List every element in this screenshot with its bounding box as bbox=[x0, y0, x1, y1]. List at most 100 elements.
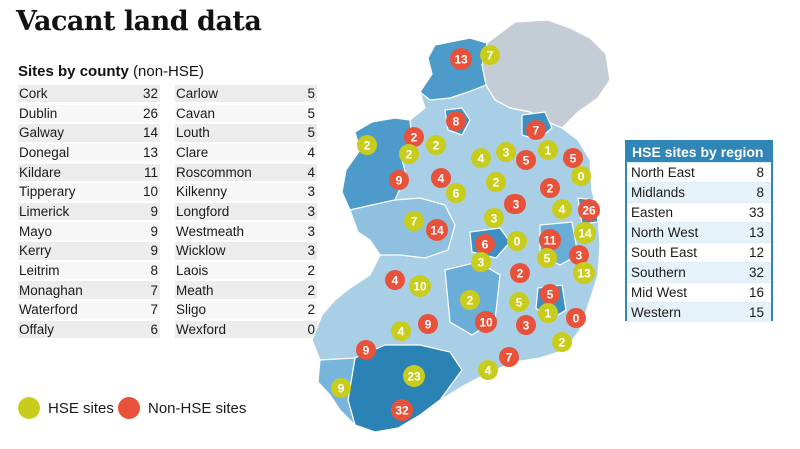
hse-region-row: Easten 33 bbox=[627, 202, 771, 222]
non-hse-site-marker: 32 bbox=[391, 399, 413, 421]
table-row: Offaly 6 bbox=[18, 320, 160, 339]
hse-region-row: Western 15 bbox=[627, 302, 771, 322]
marker-count: 5 bbox=[570, 152, 577, 166]
legend-non-hse: Non-HSE sites bbox=[118, 397, 246, 419]
county-value: 7 bbox=[150, 302, 158, 318]
marker-count: 10 bbox=[479, 316, 493, 330]
marker-circle bbox=[571, 166, 591, 186]
table-row: Wexford 0 bbox=[175, 320, 317, 339]
region-name: South East bbox=[631, 245, 698, 260]
county-name: Cavan bbox=[176, 105, 216, 121]
non-hse-site-marker: 9 bbox=[356, 340, 376, 360]
non-hse-site-marker: 4 bbox=[385, 270, 405, 290]
marker-circle bbox=[478, 360, 498, 380]
county-name: Roscommon bbox=[176, 164, 252, 180]
marker-count: 4 bbox=[438, 172, 445, 186]
legend-non-hse-label: Non-HSE sites bbox=[148, 399, 247, 417]
region-name: Mid West bbox=[631, 285, 688, 300]
table-row: Kilkenny 3 bbox=[175, 183, 317, 201]
marker-circle bbox=[446, 111, 466, 131]
non-hse-swatch-icon bbox=[118, 397, 140, 419]
county-value: 5 bbox=[307, 125, 315, 141]
marker-count: 1 bbox=[545, 307, 552, 321]
legend-hse-label: HSE sites bbox=[48, 399, 114, 417]
hse-site-marker: 4 bbox=[478, 360, 498, 380]
marker-count: 10 bbox=[413, 280, 427, 294]
county-name: Kerry bbox=[19, 243, 52, 259]
non-hse-site-marker: 26 bbox=[578, 199, 600, 221]
table-row: Leitrim 8 bbox=[18, 261, 160, 280]
marker-count: 5 bbox=[544, 252, 551, 266]
county-name: Mayo bbox=[19, 223, 53, 239]
marker-circle bbox=[409, 275, 431, 297]
county-name: Tipperary bbox=[19, 184, 76, 200]
marker-circle bbox=[356, 340, 376, 360]
marker-circle bbox=[509, 292, 529, 312]
non-hse-site-marker: 9 bbox=[389, 170, 409, 190]
table-row: Westmeath 3 bbox=[175, 222, 317, 240]
region-name: Western bbox=[631, 305, 682, 320]
county-name: Donegal bbox=[19, 145, 70, 161]
hse-region-row: Midlands 8 bbox=[627, 182, 771, 202]
map-markers: 1378222243715509426224263371460111435321… bbox=[331, 45, 600, 421]
county-value: 9 bbox=[150, 243, 158, 259]
hse-site-marker: 0 bbox=[571, 166, 591, 186]
table-row: Louth 5 bbox=[175, 124, 317, 142]
marker-count: 5 bbox=[547, 288, 554, 302]
marker-count: 2 bbox=[493, 176, 500, 190]
table-row: Donegal 13 bbox=[18, 143, 160, 162]
county-table-column-2: Carlow 5 Cavan 5 Louth 5 Clare 4 Roscommon 4 … bbox=[175, 85, 317, 340]
non-hse-site-marker: 11 bbox=[539, 229, 561, 251]
county-name: Sligo bbox=[176, 302, 207, 318]
marker-count: 2 bbox=[406, 148, 413, 162]
county-value: 5 bbox=[307, 86, 315, 102]
marker-count: 2 bbox=[364, 139, 371, 153]
hse-region-table: HSE sites by region North East 8 Midlands… bbox=[625, 140, 773, 322]
county-value: 2 bbox=[307, 302, 315, 318]
galway-shape bbox=[349, 197, 456, 259]
marker-circle bbox=[552, 199, 572, 219]
marker-count: 9 bbox=[338, 382, 345, 396]
hse-site-marker: 14 bbox=[574, 222, 596, 244]
marker-count: 3 bbox=[491, 212, 498, 226]
marker-count: 9 bbox=[363, 344, 370, 358]
county-value: 3 bbox=[307, 223, 315, 239]
table-row: Wicklow 3 bbox=[175, 242, 317, 260]
county-value: 10 bbox=[142, 184, 158, 200]
marker-count: 3 bbox=[478, 256, 485, 270]
region-value: 8 bbox=[756, 165, 764, 180]
hse-site-marker: 4 bbox=[391, 321, 411, 341]
marker-circle bbox=[475, 311, 497, 333]
marker-circle bbox=[471, 148, 491, 168]
marker-circle bbox=[526, 120, 546, 140]
marker-count: 8 bbox=[453, 115, 460, 129]
county-name: Kilkenny bbox=[176, 184, 228, 200]
region-value: 13 bbox=[748, 225, 764, 240]
table-row: Dublin 26 bbox=[18, 104, 160, 123]
marker-circle bbox=[460, 290, 480, 310]
county-value: 3 bbox=[307, 184, 315, 200]
table-row: Kerry 9 bbox=[18, 242, 160, 260]
hse-site-marker: 9 bbox=[331, 378, 351, 398]
non-hse-site-marker: 7 bbox=[499, 347, 519, 367]
table-row: Waterford 7 bbox=[18, 301, 160, 319]
marker-count: 26 bbox=[582, 204, 596, 218]
marker-count: 32 bbox=[395, 404, 409, 418]
marker-circle bbox=[574, 222, 596, 244]
non-hse-site-marker: 0 bbox=[566, 308, 586, 328]
non-hse-site-marker: 4 bbox=[431, 168, 451, 188]
county-value: 2 bbox=[307, 282, 315, 298]
hse-site-marker: 3 bbox=[484, 208, 504, 228]
hse-region-row: Southern 32 bbox=[627, 262, 771, 282]
marker-circle bbox=[496, 142, 516, 162]
non-hse-site-marker: 5 bbox=[540, 284, 560, 304]
hse-site-marker: 2 bbox=[357, 135, 377, 155]
table-row: Sligo 2 bbox=[175, 301, 317, 319]
marker-circle bbox=[552, 332, 572, 352]
marker-circle bbox=[506, 194, 526, 214]
marker-circle bbox=[391, 399, 413, 421]
marker-count: 6 bbox=[453, 187, 460, 201]
marker-circle bbox=[539, 229, 561, 251]
hse-site-marker: 1 bbox=[538, 303, 558, 323]
non-hse-site-marker: 10 bbox=[475, 311, 497, 333]
